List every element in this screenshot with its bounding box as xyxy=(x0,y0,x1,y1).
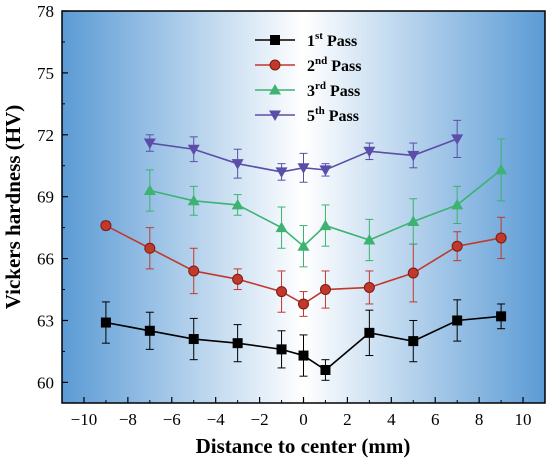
data-point xyxy=(187,194,200,206)
series-line xyxy=(149,169,502,248)
legend-swatch-marker xyxy=(270,35,280,45)
data-point xyxy=(496,311,507,322)
legend-entry-2: 2nd Pass xyxy=(255,55,361,75)
series-3 xyxy=(143,138,508,268)
data-point xyxy=(363,146,376,158)
data-point xyxy=(187,144,200,156)
x-tick-label: −4 xyxy=(207,410,226,429)
data-point xyxy=(363,281,375,293)
x-tick-label: −10 xyxy=(71,410,98,429)
x-tick-label: 2 xyxy=(343,410,352,429)
legend-swatch-marker xyxy=(269,59,281,71)
series-4 xyxy=(143,119,464,183)
data-point xyxy=(143,138,156,150)
y-tick-label: 60 xyxy=(37,373,54,392)
data-point xyxy=(363,234,376,245)
data-point xyxy=(452,315,463,326)
x-tick-label: −6 xyxy=(163,410,181,429)
data-point xyxy=(298,298,309,310)
series-2 xyxy=(100,216,507,317)
y-tick-label: 72 xyxy=(37,126,54,145)
data-point xyxy=(231,159,244,170)
legend-swatch-marker xyxy=(269,110,281,121)
x-axis-label: Distance to center (mm) xyxy=(196,434,411,458)
legend: 1st Pass 2nd Pass 3rd Pass 5th Pass xyxy=(255,30,361,125)
data-point xyxy=(188,265,200,277)
x-tick-label: 8 xyxy=(475,410,484,429)
data-point xyxy=(144,325,155,336)
x-tick-label: 10 xyxy=(515,410,532,429)
data-point xyxy=(364,327,375,338)
x-tick-label: 6 xyxy=(431,410,440,429)
data-point xyxy=(495,232,507,244)
data-point xyxy=(100,317,111,328)
x-tick-label: −8 xyxy=(119,410,137,429)
x-tick-label: −2 xyxy=(251,410,269,429)
data-point xyxy=(320,364,331,375)
legend-entry-3: 3rd Pass xyxy=(255,80,360,100)
data-point xyxy=(276,286,288,298)
legend-label: 3rd Pass xyxy=(307,80,360,100)
data-point xyxy=(407,267,419,279)
data-point xyxy=(298,350,309,361)
y-axis-label: Vickers hardness (HV) xyxy=(1,105,25,310)
data-point xyxy=(276,344,287,355)
legend-label: 2nd Pass xyxy=(307,55,361,75)
y-tick-label: 63 xyxy=(37,311,54,330)
data-point xyxy=(319,284,331,296)
y-tick-label: 75 xyxy=(37,64,54,83)
y-tick-label: 69 xyxy=(37,188,54,207)
series-layer xyxy=(100,119,508,381)
data-point xyxy=(407,150,420,162)
data-point xyxy=(408,336,419,347)
data-point xyxy=(451,240,463,252)
y-tick-label: 78 xyxy=(37,2,54,21)
data-point xyxy=(188,334,199,345)
legend-label: 5th Pass xyxy=(307,105,359,125)
data-point xyxy=(407,215,420,226)
data-point xyxy=(319,165,332,176)
data-point xyxy=(144,242,156,254)
legend-entry-1: 1st Pass xyxy=(255,30,357,50)
data-point xyxy=(297,163,310,174)
data-point xyxy=(100,220,112,232)
legend-label: 1st Pass xyxy=(307,30,357,50)
series-1 xyxy=(100,299,507,381)
data-point xyxy=(232,273,244,285)
legend-swatch-marker xyxy=(269,84,281,95)
data-point xyxy=(143,184,156,195)
x-tick-label: 0 xyxy=(299,410,308,429)
data-point xyxy=(319,219,332,231)
data-point xyxy=(451,198,464,210)
x-tick-label: 4 xyxy=(387,410,396,429)
data-point xyxy=(451,134,464,145)
data-point xyxy=(297,240,310,251)
data-point xyxy=(275,221,288,233)
legend-entry-4: 5th Pass xyxy=(255,105,359,125)
axes-layer: −10 −8 −6 −4 −2 0 2 4 6 8 10 60 63 66 69 72 75 78 xyxy=(37,2,546,429)
data-point xyxy=(231,198,244,210)
data-point xyxy=(495,163,508,175)
data-point xyxy=(275,167,288,178)
data-point xyxy=(232,338,243,349)
y-tick-label: 66 xyxy=(37,250,54,269)
